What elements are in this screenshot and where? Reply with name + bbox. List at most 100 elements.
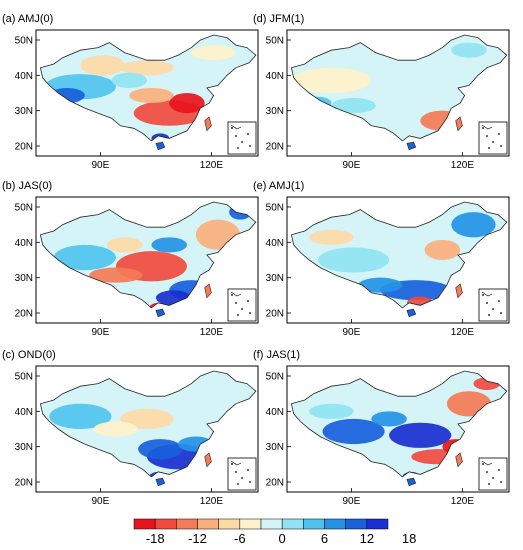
panel-title: (e) AMJ(1) — [253, 180, 304, 192]
colorbar-swatch — [345, 518, 368, 530]
inset-island — [247, 300, 249, 302]
colorbar-swatch — [197, 518, 219, 530]
y-tick-label: 20N — [15, 309, 33, 320]
map-frame — [35, 29, 259, 157]
map-panel: (f) JAS(1) 50N 40N 30N 20N 90E 120E — [253, 349, 510, 507]
hainan-island — [406, 308, 417, 318]
anomaly-blob — [291, 67, 372, 93]
colorbar-label: 18 — [402, 531, 416, 546]
map-panel: (a) AMJ(0) 50N 40N 30N 20N 90E 120E — [2, 13, 259, 171]
y-tick-label: 40N — [266, 407, 284, 418]
inset-island — [235, 302, 237, 304]
y-tick-label: 40N — [266, 71, 284, 82]
inset-island — [500, 145, 502, 147]
colorbar-swatch — [239, 518, 262, 530]
south-china-sea-inset — [227, 288, 257, 322]
y-tick-label: 20N — [15, 142, 33, 153]
inset-coast — [230, 291, 242, 297]
inset-island — [241, 308, 243, 310]
colorbar-label: -6 — [234, 531, 246, 546]
inset-island — [492, 141, 494, 143]
colorbar-swatch — [281, 518, 304, 530]
y-tick-label: 20N — [266, 142, 284, 153]
inset-coast — [481, 291, 493, 297]
anomaly-blob — [93, 421, 139, 437]
inset-island — [235, 135, 237, 137]
inset-island — [237, 483, 239, 485]
inset-island — [237, 314, 239, 316]
anomaly-blob — [322, 418, 385, 445]
colorbar: -18 -12 -6 0 6 12 18 — [133, 518, 416, 546]
x-tick-label: 120E — [451, 160, 475, 171]
anomaly-blob — [80, 55, 125, 76]
y-tick-label: 40N — [266, 238, 284, 249]
map-panel: (c) OND(0) 50N 40N 30N 20N 90E 120E — [2, 349, 259, 507]
anomaly-blob — [151, 237, 187, 253]
map-frame — [286, 29, 510, 157]
panel-title: (b) JAS(0) — [2, 180, 52, 192]
inset-island — [486, 135, 488, 137]
y-tick-label: 20N — [266, 478, 284, 489]
inset-island — [482, 127, 484, 129]
x-tick-label: 90E — [342, 160, 360, 171]
inset-island — [492, 308, 494, 310]
inset-island — [237, 147, 239, 149]
anomaly-blob — [358, 277, 403, 293]
inset-island — [231, 463, 233, 465]
x-tick-label: 120E — [451, 496, 475, 507]
anomaly-blob — [309, 229, 354, 245]
inset-island — [488, 147, 490, 149]
inset-coast — [230, 124, 242, 130]
taiwan-island — [204, 283, 212, 299]
inset-island — [486, 302, 488, 304]
anomaly-blob — [191, 45, 236, 61]
x-tick-label: 120E — [200, 327, 224, 338]
inset-coast — [481, 124, 493, 130]
hainan-island — [155, 477, 166, 487]
y-tick-label: 30N — [15, 106, 33, 117]
colorbar-swatch — [218, 518, 241, 530]
anomaly-blob — [111, 72, 147, 88]
anomaly-blob — [129, 87, 174, 104]
china-outline — [39, 201, 257, 309]
colorbar-swatch — [176, 518, 198, 530]
y-tick-label: 20N — [266, 309, 284, 320]
y-tick-label: 40N — [15, 238, 33, 249]
inset-island — [498, 469, 500, 471]
inset-island — [498, 133, 500, 135]
anomaly-blob — [366, 57, 430, 78]
y-tick-label: 40N — [15, 407, 33, 418]
anomaly-blob — [309, 403, 354, 419]
anomaly-blob — [138, 439, 183, 460]
y-tick-label: 30N — [15, 442, 33, 453]
inset-island — [488, 483, 490, 485]
taiwan-island — [455, 283, 463, 299]
inset-island — [482, 463, 484, 465]
hainan-island — [155, 141, 166, 151]
x-tick-label: 90E — [91, 160, 109, 171]
colorbar-swatch — [366, 518, 389, 530]
china-outline — [39, 370, 257, 478]
anomaly-blob — [451, 212, 496, 238]
x-tick-label: 120E — [200, 160, 224, 171]
inset-island — [492, 477, 494, 479]
y-tick-label: 30N — [266, 273, 284, 284]
inset-coast — [481, 460, 493, 466]
inset-island — [249, 312, 251, 314]
inset-island — [249, 481, 251, 483]
y-tick-label: 30N — [266, 106, 284, 117]
colorbar-label: 12 — [360, 531, 374, 546]
anomaly-blob — [451, 42, 487, 58]
inset-island — [235, 471, 237, 473]
anomaly-blob — [53, 244, 116, 271]
hainan-island — [406, 477, 417, 487]
panel-title: (f) JAS(1) — [253, 349, 300, 361]
x-tick-label: 90E — [91, 327, 109, 338]
map-panel: (b) JAS(0) 50N 40N 30N 20N 90E 120E — [2, 180, 259, 338]
map-frame — [35, 365, 259, 493]
map-frame — [286, 196, 510, 324]
y-tick-label: 30N — [266, 442, 284, 453]
x-tick-label: 120E — [451, 327, 475, 338]
map-frame — [35, 196, 259, 324]
inset-island — [500, 481, 502, 483]
